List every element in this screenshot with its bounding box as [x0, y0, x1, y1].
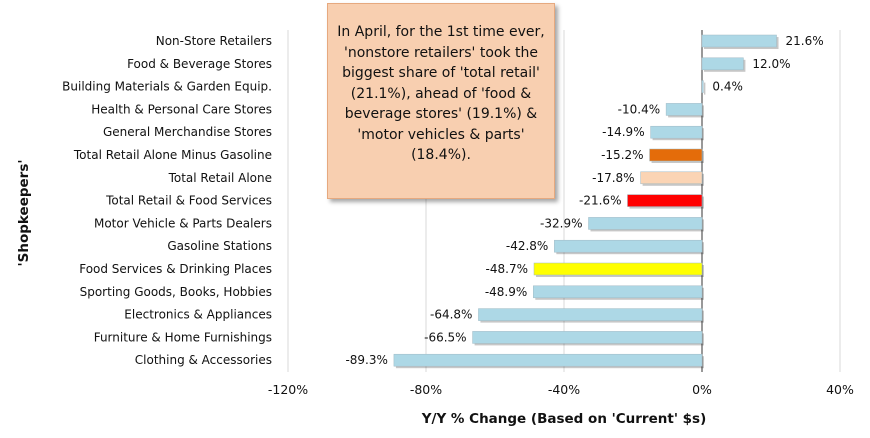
bar — [701, 57, 744, 71]
x-tick-labels: -120% -80% -40% 0% 40% — [268, 382, 854, 397]
data-label: -15.2% — [601, 148, 643, 162]
data-label: 21.6% — [786, 34, 824, 48]
category-label: Electronics & Appliances — [124, 308, 272, 322]
bar — [701, 80, 704, 93]
bar — [554, 239, 703, 253]
category-label: Motor Vehicle & Parts Dealers — [94, 216, 272, 230]
data-label: -14.9% — [602, 125, 644, 139]
data-label: -48.7% — [486, 262, 528, 276]
category-label: Sporting Goods, Books, Hobbies — [80, 285, 272, 299]
bar-shadow — [704, 82, 706, 95]
data-label: 0.4% — [712, 80, 743, 94]
bar — [478, 308, 703, 321]
data-label: -66.5% — [424, 330, 466, 344]
category-label: Total Retail Alone Minus Gasoline — [73, 148, 272, 162]
data-label: 12.0% — [752, 57, 790, 71]
bar — [533, 262, 703, 276]
data-labels: 21.6% 12.0% 0.4% -10.4% -14.9% -15.2% -17.8% -2… — [345, 34, 823, 367]
category-label: Gasoline Stations — [167, 239, 272, 253]
x-tick-label: -40% — [548, 382, 580, 397]
bar — [533, 285, 703, 299]
data-label: -89.3% — [345, 353, 387, 367]
y-axis-title: 'Shopkeepers' — [16, 160, 32, 267]
data-label: -32.9% — [540, 216, 582, 230]
annotation-callout: In April, for the 1st time ever, 'nonsto… — [327, 3, 555, 199]
category-label: General Merchandise Stores — [103, 125, 272, 139]
bars — [393, 34, 779, 369]
category-label: Non-Store Retailers — [156, 34, 272, 48]
x-tick-label: -80% — [410, 382, 442, 397]
x-tick-label: 0% — [692, 382, 712, 397]
data-label: -42.8% — [506, 239, 548, 253]
category-label: Total Retail Alone — [168, 171, 272, 185]
x-tick-label: -120% — [268, 382, 308, 397]
data-label: -48.9% — [485, 285, 527, 299]
bar — [393, 353, 703, 367]
data-label: -21.6% — [579, 194, 621, 208]
data-label: -17.8% — [592, 171, 634, 185]
bar — [627, 194, 703, 207]
bar — [588, 217, 703, 230]
bar — [640, 171, 703, 185]
bar — [650, 125, 703, 139]
category-labels: Non-Store Retailers Food & Beverage Store… — [62, 34, 272, 367]
x-axis-title: Y/Y % Change (Based on 'Current' $s) — [421, 411, 707, 427]
data-label: -10.4% — [618, 102, 660, 116]
category-label: Total Retail & Food Services — [105, 194, 272, 208]
bar — [472, 331, 703, 344]
category-label: Food & Beverage Stores — [127, 57, 272, 71]
bar — [649, 148, 703, 162]
category-label: Clothing & Accessories — [135, 353, 272, 367]
category-label: Health & Personal Care Stores — [91, 102, 272, 116]
data-label: -64.8% — [430, 308, 472, 322]
bar — [701, 34, 777, 48]
category-label: Food Services & Drinking Places — [79, 262, 272, 276]
category-label: Furniture & Home Furnishings — [94, 330, 272, 344]
bar — [665, 103, 703, 116]
x-tick-label: 40% — [826, 382, 854, 397]
category-label: Building Materials & Garden Equip. — [62, 80, 272, 94]
